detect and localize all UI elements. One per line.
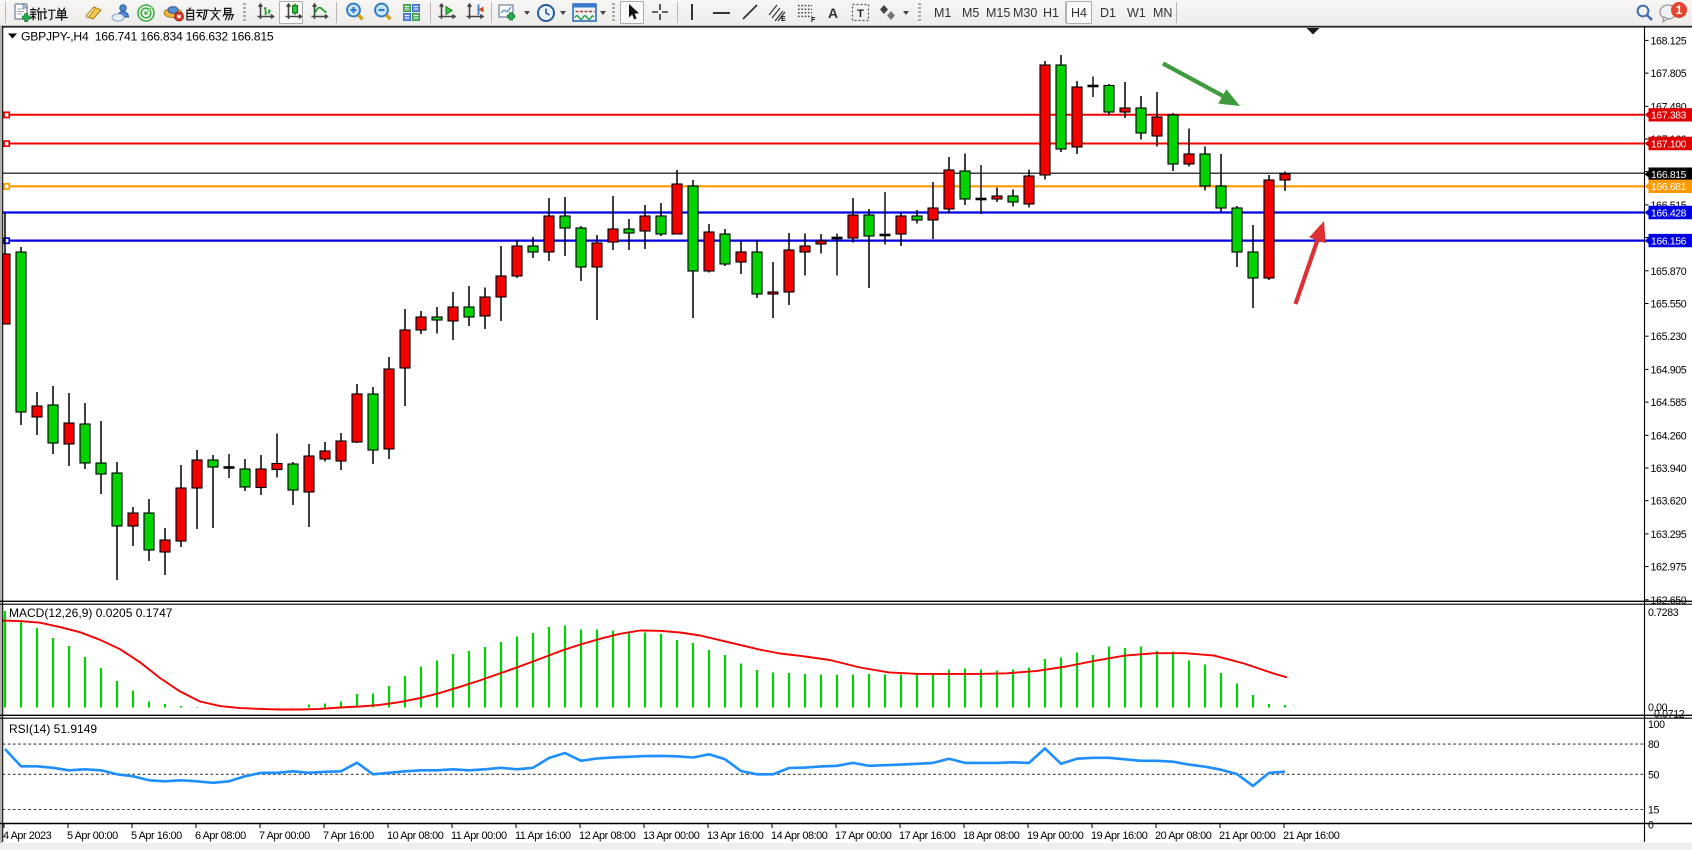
svg-text:166.681: 166.681 bbox=[1651, 182, 1687, 193]
svg-text:14 Apr 08:00: 14 Apr 08:00 bbox=[771, 830, 828, 842]
svg-text:164.905: 164.905 bbox=[1651, 364, 1687, 376]
svg-text:0: 0 bbox=[1648, 820, 1654, 832]
svg-text:166.815: 166.815 bbox=[1651, 170, 1687, 181]
svg-text:GBPJPY-,H4 166.741 166.834 16: GBPJPY-,H4 166.741 166.834 166.632 166.8… bbox=[21, 30, 274, 44]
svg-text:164.260: 164.260 bbox=[1651, 430, 1687, 442]
svg-text:165.550: 165.550 bbox=[1651, 298, 1687, 310]
svg-text:162.650: 162.650 bbox=[1651, 595, 1687, 607]
svg-text:165.870: 165.870 bbox=[1651, 266, 1687, 278]
svg-text:0.00: 0.00 bbox=[1648, 702, 1668, 714]
svg-text:15: 15 bbox=[1648, 805, 1660, 817]
svg-text:165.230: 165.230 bbox=[1651, 331, 1687, 343]
svg-text:100: 100 bbox=[1648, 719, 1665, 731]
svg-text:F: F bbox=[811, 17, 816, 23]
svg-text:7 Apr 00:00: 7 Apr 00:00 bbox=[259, 830, 310, 842]
svg-text:5 Apr 16:00: 5 Apr 16:00 bbox=[131, 830, 182, 842]
svg-text:1: 1 bbox=[1676, 3, 1683, 17]
svg-text:RSI(14) 51.9149: RSI(14) 51.9149 bbox=[9, 722, 97, 736]
svg-text:MACD(12,26,9) 0.0205 0.1747: MACD(12,26,9) 0.0205 0.1747 bbox=[9, 606, 173, 620]
svg-text:163.940: 163.940 bbox=[1651, 463, 1687, 475]
svg-text:163.295: 163.295 bbox=[1651, 529, 1687, 541]
svg-text:166.428: 166.428 bbox=[1651, 208, 1687, 219]
svg-text:164.585: 164.585 bbox=[1651, 397, 1687, 409]
svg-text:T: T bbox=[857, 8, 864, 20]
svg-text:13 Apr 00:00: 13 Apr 00:00 bbox=[643, 830, 700, 842]
svg-text:21 Apr 00:00: 21 Apr 00:00 bbox=[1219, 830, 1276, 842]
svg-text:7 Apr 16:00: 7 Apr 16:00 bbox=[323, 830, 374, 842]
svg-text:E: E bbox=[781, 16, 786, 23]
svg-text:4 Apr 2023: 4 Apr 2023 bbox=[3, 830, 52, 842]
svg-text:11 Apr 16:00: 11 Apr 16:00 bbox=[515, 830, 571, 842]
svg-text:17 Apr 00:00: 17 Apr 00:00 bbox=[835, 830, 892, 842]
svg-text:19 Apr 00:00: 19 Apr 00:00 bbox=[1027, 830, 1084, 842]
svg-text:11 Apr 00:00: 11 Apr 00:00 bbox=[451, 830, 507, 842]
svg-text:13 Apr 16:00: 13 Apr 16:00 bbox=[707, 830, 764, 842]
svg-text:167.383: 167.383 bbox=[1651, 111, 1687, 122]
svg-text:162.975: 162.975 bbox=[1651, 562, 1687, 574]
svg-text:166.156: 166.156 bbox=[1651, 236, 1687, 247]
svg-text:21 Apr 16:00: 21 Apr 16:00 bbox=[1283, 830, 1340, 842]
svg-text:0.7283: 0.7283 bbox=[1648, 607, 1679, 619]
svg-text:80: 80 bbox=[1648, 739, 1660, 751]
svg-text:18 Apr 08:00: 18 Apr 08:00 bbox=[963, 830, 1020, 842]
svg-text:50: 50 bbox=[1648, 769, 1660, 781]
svg-text:163.620: 163.620 bbox=[1651, 496, 1687, 508]
svg-text:20 Apr 08:00: 20 Apr 08:00 bbox=[1155, 830, 1212, 842]
svg-text:6 Apr 08:00: 6 Apr 08:00 bbox=[195, 830, 246, 842]
svg-text:12 Apr 08:00: 12 Apr 08:00 bbox=[579, 830, 636, 842]
svg-text:0.0712: 0.0712 bbox=[1654, 709, 1685, 721]
svg-text:168.125: 168.125 bbox=[1651, 35, 1687, 47]
svg-text:167.100: 167.100 bbox=[1651, 139, 1687, 150]
svg-text:19 Apr 16:00: 19 Apr 16:00 bbox=[1091, 830, 1148, 842]
svg-text:5 Apr 00:00: 5 Apr 00:00 bbox=[67, 830, 118, 842]
svg-text:167.805: 167.805 bbox=[1651, 68, 1687, 80]
svg-text:10 Apr 08:00: 10 Apr 08:00 bbox=[387, 830, 444, 842]
svg-text:17 Apr 16:00: 17 Apr 16:00 bbox=[899, 830, 956, 842]
